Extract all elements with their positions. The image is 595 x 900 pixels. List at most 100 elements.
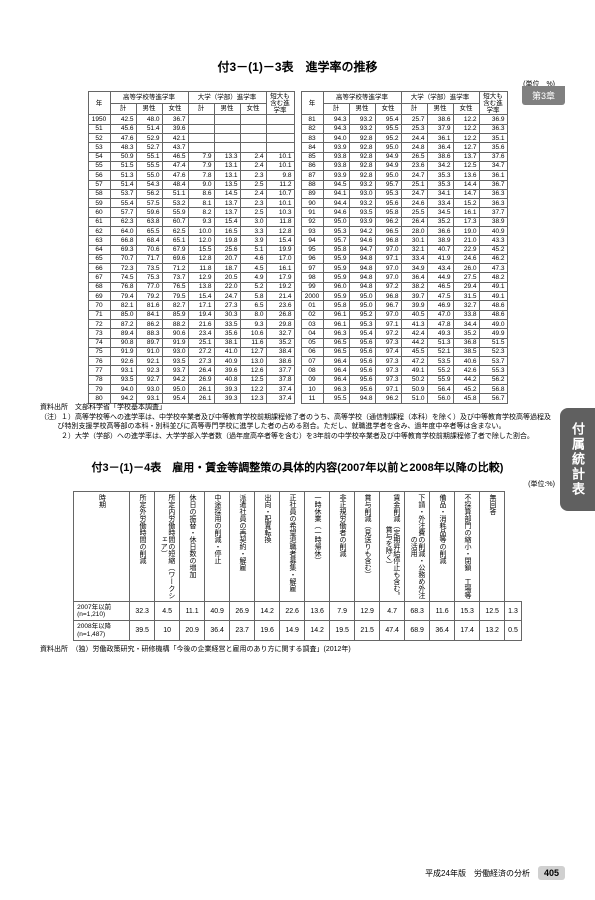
data-cell: 42.1: [162, 134, 188, 143]
data-cell: 47.4: [380, 621, 405, 640]
data-cell: 92.8: [349, 171, 375, 180]
data-cell: 10.1: [266, 161, 294, 170]
data-cell: 34.1: [427, 189, 453, 198]
data-cell: 96.5: [323, 347, 349, 356]
year-cell: 75: [88, 347, 110, 356]
data-cell: 94.5: [323, 180, 349, 189]
data-cell: 97.0: [375, 264, 401, 273]
data-cell: 23.7: [230, 621, 255, 640]
data-cell: 72.3: [110, 264, 136, 273]
year-cell: 52: [88, 134, 110, 143]
data-cell: 17.4: [455, 621, 480, 640]
year-cell: 86: [301, 161, 323, 170]
data-cell: 34.7: [479, 161, 507, 170]
data-cell: 24.8: [401, 143, 427, 152]
data-cell: 60.7: [162, 217, 188, 226]
data-cell: 15.2: [453, 199, 479, 208]
data-cell: 2.5: [240, 208, 266, 217]
data-cell: 48.6: [479, 301, 507, 310]
year-cell: 60: [88, 208, 110, 217]
year-cell: 68: [88, 282, 110, 291]
data-cell: 19.5: [330, 621, 355, 640]
data-cell: 85.9: [162, 310, 188, 319]
data-cell: 12.2: [453, 124, 479, 133]
data-cell: 27.3: [214, 301, 240, 310]
data-cell: 68.3: [405, 602, 430, 621]
data-cell: 11.6: [430, 602, 455, 621]
data-cell: 16.1: [453, 208, 479, 217]
data-cell: 37.7: [266, 366, 294, 375]
data-cell: 62.5: [162, 226, 188, 235]
chapter-tab: 第3章: [522, 86, 565, 105]
data-cell: 38.6: [427, 115, 453, 124]
data-cell: 94.6: [349, 236, 375, 245]
data-cell: 95.0: [162, 385, 188, 394]
data-cell: 56.2: [479, 375, 507, 384]
data-cell: 5.2: [240, 282, 266, 291]
data-cell: 82.1: [110, 301, 136, 310]
data-cell: 47.0: [427, 310, 453, 319]
year-cell: 78: [88, 375, 110, 384]
data-cell: 89.4: [110, 329, 136, 338]
table2-unit: (単位:%): [0, 479, 555, 489]
data-cell: 21.0: [453, 236, 479, 245]
data-cell: 4.7: [380, 602, 405, 621]
data-cell: 88.3: [136, 329, 162, 338]
data-cell: 13.7: [453, 152, 479, 161]
data-cell: 25.1: [401, 180, 427, 189]
data-cell: 26.4: [188, 366, 214, 375]
data-cell: 94.8: [349, 254, 375, 263]
data-cell: 9.8: [266, 171, 294, 180]
data-cell: 95.9: [323, 254, 349, 263]
data-cell: 5.8: [240, 292, 266, 301]
data-cell: [214, 124, 240, 133]
data-cell: 11.8: [266, 217, 294, 226]
data-cell: 38.1: [214, 338, 240, 347]
year-cell: 09: [301, 375, 323, 384]
data-cell: 26.0: [453, 264, 479, 273]
data-cell: 94.0: [110, 385, 136, 394]
data-cell: 56.7: [479, 394, 507, 404]
data-cell: 14.2: [255, 602, 280, 621]
data-cell: 51.4: [136, 124, 162, 133]
data-cell: 95.5: [323, 394, 349, 404]
data-cell: 88.2: [162, 319, 188, 328]
table1-wrap: 年高等学校等進学率大学（学部）進学率短大も含む進学率計男性女性計男性女性1950…: [0, 91, 595, 399]
data-cell: 93.0: [162, 347, 188, 356]
data-cell: 65.1: [162, 236, 188, 245]
data-cell: [188, 124, 214, 133]
data-cell: 7.9: [188, 161, 214, 170]
data-cell: 9.3: [240, 319, 266, 328]
data-cell: 43.4: [427, 264, 453, 273]
data-cell: 25.5: [401, 208, 427, 217]
data-cell: 28.0: [401, 226, 427, 235]
year-cell: 63: [88, 236, 110, 245]
data-cell: 57.5: [136, 199, 162, 208]
data-cell: 36.3: [479, 124, 507, 133]
data-cell: 2.4: [240, 161, 266, 170]
data-cell: 97.0: [375, 273, 401, 282]
data-cell: 7.9: [188, 152, 214, 161]
year-cell: 67: [88, 273, 110, 282]
data-cell: 14.4: [453, 180, 479, 189]
year-cell: 87: [301, 171, 323, 180]
year-cell: 62: [88, 226, 110, 235]
side-tab: 付属統計表: [560, 408, 595, 511]
data-cell: 87.2: [110, 319, 136, 328]
year-cell: 10: [301, 385, 323, 394]
year-cell: 07: [301, 357, 323, 366]
row-label: 2007年以前(n=1,210): [74, 602, 130, 621]
data-cell: 93.0: [349, 189, 375, 198]
data-cell: 35.2: [266, 338, 294, 347]
year-cell: 71: [88, 310, 110, 319]
data-cell: 36.4: [401, 273, 427, 282]
data-cell: 24.7: [401, 189, 427, 198]
year-cell: 85: [301, 152, 323, 161]
data-cell: 95.4: [349, 329, 375, 338]
year-cell: 03: [301, 319, 323, 328]
data-cell: 94.8: [349, 273, 375, 282]
data-cell: 95.3: [323, 226, 349, 235]
data-cell: 96.2: [375, 394, 401, 404]
data-cell: 15.5: [188, 245, 214, 254]
data-cell: 48.0: [136, 115, 162, 124]
